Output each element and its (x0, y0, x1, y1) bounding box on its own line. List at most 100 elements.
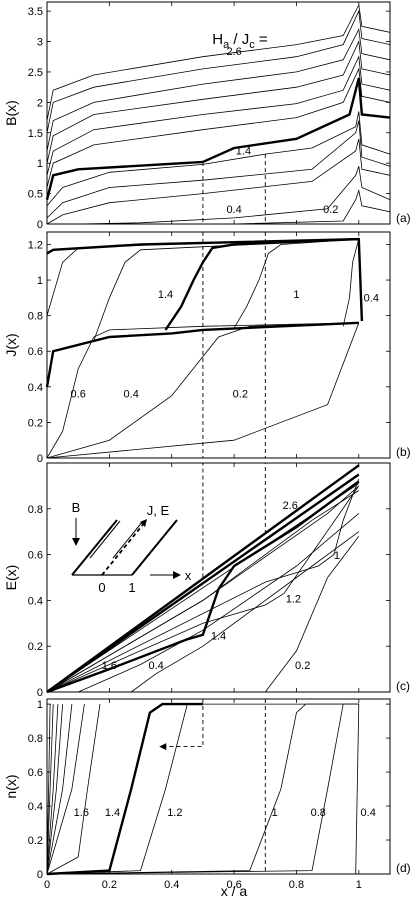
series-line-7 (46, 238, 359, 316)
panel-letter: (b) (396, 445, 411, 459)
curve-label: 0.2 (295, 660, 310, 672)
series-line-5 (46, 704, 73, 875)
series-line-12 (47, 704, 360, 875)
panel-header: Ha / Jc = (212, 31, 268, 51)
curve-label: 0.2 (323, 204, 338, 216)
y-axis-label: n(x) (3, 774, 19, 798)
panel-3: 0 0.2 0.4 0.6 0.8 E(x) (c) 2.6 1 1.2 1.4 1.6 0.4 0.2 B… (3, 462, 410, 699)
y-tick-label: 0.2 (28, 835, 43, 847)
y-tick-label: 0.4 (28, 801, 43, 813)
y-tick-label: 0 (37, 219, 43, 231)
series-line-7 (46, 704, 101, 875)
series-line-8 (46, 702, 203, 876)
series-line-11 (264, 536, 360, 693)
series-line-1 (46, 464, 360, 693)
field-line (89, 520, 121, 559)
x-tick-label: 1 (356, 879, 362, 891)
y-tick-label: 1 (37, 158, 43, 170)
series-line-6 (46, 704, 85, 875)
series-line-12 (46, 9, 391, 133)
center-arrow-head (140, 519, 147, 527)
y-tick-label: 2 (37, 97, 43, 109)
y-tick-label: 0 (37, 453, 43, 465)
series-line-3 (46, 704, 59, 875)
curve-label: 2.6 (283, 500, 298, 512)
y-tick-label: 0.8 (28, 504, 43, 516)
y-tick-label: 0 (37, 869, 43, 881)
series-line-6 (46, 485, 360, 693)
y-axis-label: J(x) (3, 333, 19, 356)
y-tick-label: 3.5 (28, 6, 43, 18)
series-line-8 (46, 67, 391, 188)
inset-label-one: 1 (128, 580, 135, 595)
y-tick-label: 0.8 (28, 311, 43, 323)
x-arrow-head (173, 571, 181, 579)
series-line-11 (46, 703, 359, 875)
y-tick-label: 0.6 (28, 550, 43, 562)
series-line-11 (46, 28, 391, 152)
curve-label: 0.4 (148, 660, 163, 672)
series-line-9 (93, 238, 359, 341)
y-axis-label: B(x) (3, 100, 19, 126)
curve-label: 0.4 (364, 292, 379, 304)
slab-edge (131, 519, 178, 576)
series-line-4 (46, 138, 391, 225)
curve-label: 0.4 (226, 204, 241, 216)
curve-label: 1.2 (286, 594, 301, 606)
series-line-1 (46, 237, 364, 322)
series-line-3 (46, 322, 360, 459)
inset-label-zero: 0 (98, 580, 105, 595)
series-line-5 (46, 480, 360, 694)
curve-label: 1.4 (105, 807, 120, 819)
series-line-2 (46, 473, 360, 693)
series-line-3 (47, 166, 391, 225)
inset-label-b: B (72, 500, 81, 515)
series-line-13 (46, 3, 391, 121)
plot-frame (46, 231, 391, 459)
curve-label: 1 (272, 807, 278, 819)
series-line-2 (47, 188, 391, 225)
series-line-10 (342, 238, 360, 327)
x-tick-label: 0 (44, 879, 50, 891)
curve-label: 2.6 (226, 46, 241, 58)
series-line-5 (46, 322, 359, 459)
y-tick-label: 1.2 (28, 239, 43, 251)
y-tick-label: 0 (37, 687, 43, 699)
series-line-7 (45, 77, 391, 200)
panel-letter: (d) (396, 861, 411, 875)
y-tick-label: 0.8 (28, 733, 43, 745)
curve-label: 0.2 (233, 388, 248, 400)
x-tick-label: 0.6 (226, 879, 241, 891)
curve-label: 1 (334, 550, 340, 562)
series-line-8 (46, 485, 360, 693)
series-line-9 (46, 703, 359, 875)
series-line-2 (45, 321, 359, 388)
y-tick-label: 2.5 (28, 67, 43, 79)
series-line-4 (46, 322, 359, 459)
panel-2: 0 0.2 0.4 0.6 0.8 1 1.2 J(x) (b) 1.4 1 0.4 0.6 0.4 0.2 (3, 231, 411, 465)
series-line-9 (46, 55, 391, 176)
series-line-5 (46, 120, 391, 219)
panel-4: 0 0.2 0.4 0.6 0.8 1 0 0.2 0.4 0.6 0.8 1 n(x) (d) 1.6 1.… (3, 698, 411, 891)
y-tick-label: 3 (37, 37, 43, 49)
panel-letter: (a) (396, 211, 411, 225)
y-tick-label: 1.5 (28, 128, 43, 140)
x-tick-label: 0.2 (102, 879, 117, 891)
panels: 0 0.5 1 1.5 2 2.5 3 3.5 B(x) (a) 2.6 1.4 0.4 0.2 Ha / … (3, 1, 411, 891)
y-tick-label: 0.2 (28, 417, 43, 429)
x-tick-label: 0.8 (289, 879, 304, 891)
x-tick-label: 0.4 (164, 879, 179, 891)
y-tick-label: 0.2 (28, 641, 43, 653)
y-tick-label: 0.4 (28, 595, 43, 607)
y-tick-label: 1 (37, 699, 43, 711)
y-tick-label: 1 (37, 275, 43, 287)
series-line-10 (46, 703, 359, 875)
curve-label: 0.4 (124, 388, 139, 400)
curve-label: 1.6 (102, 660, 117, 672)
series-line-10 (130, 531, 360, 693)
series-line-7 (46, 478, 360, 693)
curve-label: 1.4 (158, 289, 173, 301)
curve-label: 1.4 (211, 630, 226, 642)
arrow-head (159, 743, 167, 751)
